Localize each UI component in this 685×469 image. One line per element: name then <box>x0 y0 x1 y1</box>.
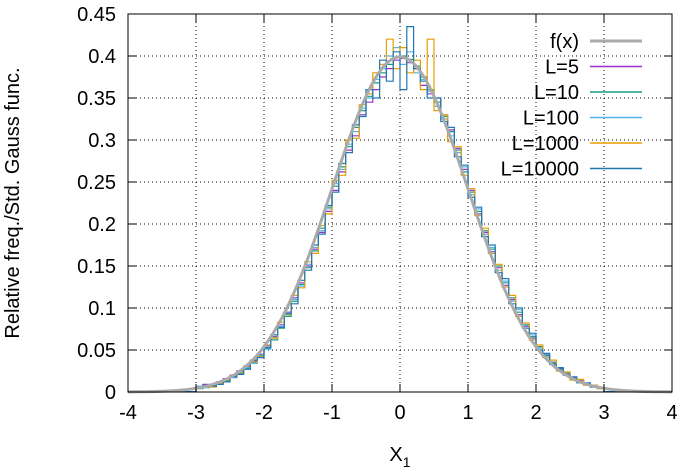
x-tick-label: -3 <box>187 402 205 424</box>
series-line-f-x <box>128 55 672 394</box>
plot-area <box>128 26 672 394</box>
x-tick-label: 1 <box>462 402 473 424</box>
x-tick-label: 2 <box>530 402 541 424</box>
y-tick-label: 0.2 <box>88 214 116 236</box>
y-tick-label: 0 <box>105 382 116 404</box>
y-tick-label: 0.1 <box>88 298 116 320</box>
x-tick-label: 4 <box>666 402 677 424</box>
x-tick-label: 3 <box>598 402 609 424</box>
x-tick-label: -4 <box>119 402 137 424</box>
legend-label: L=100 <box>523 108 579 130</box>
y-tick-label: 0.25 <box>77 172 116 194</box>
series-line-l-10000 <box>128 26 672 393</box>
x-tick-label: 0 <box>394 402 405 424</box>
y-tick-label: 0.3 <box>88 130 116 152</box>
y-tick-label: 0.35 <box>77 88 116 110</box>
y-tick-label: 0.15 <box>77 256 116 278</box>
y-tick-label: 0.45 <box>77 4 116 26</box>
legend: f(x) L=5 L=10 L=100 L=1000 L=10000 <box>501 31 642 181</box>
series-line-l-5 <box>128 57 672 393</box>
legend-label: L=1000 <box>512 133 579 155</box>
x-tick-label: -1 <box>323 402 341 424</box>
axis-ticks: -4 -3 -2 -1 0 1 2 3 4 0 0.05 0.1 0.15 0.2 0.25 0.3 0.35 0… <box>77 4 678 424</box>
y-axis-label: Relative freq./Std. Gauss func. <box>2 67 24 338</box>
legend-label: L=5 <box>545 57 579 79</box>
x-tick-label: -2 <box>255 402 273 424</box>
legend-label: L=10 <box>534 82 579 104</box>
y-tick-label: 0.05 <box>77 340 116 362</box>
y-tick-label: 0.4 <box>88 46 116 68</box>
series-line-l-100 <box>128 47 672 393</box>
x-axis-label: X1 <box>389 444 410 469</box>
legend-label: L=10000 <box>501 159 579 181</box>
legend-label: f(x) <box>550 31 579 53</box>
